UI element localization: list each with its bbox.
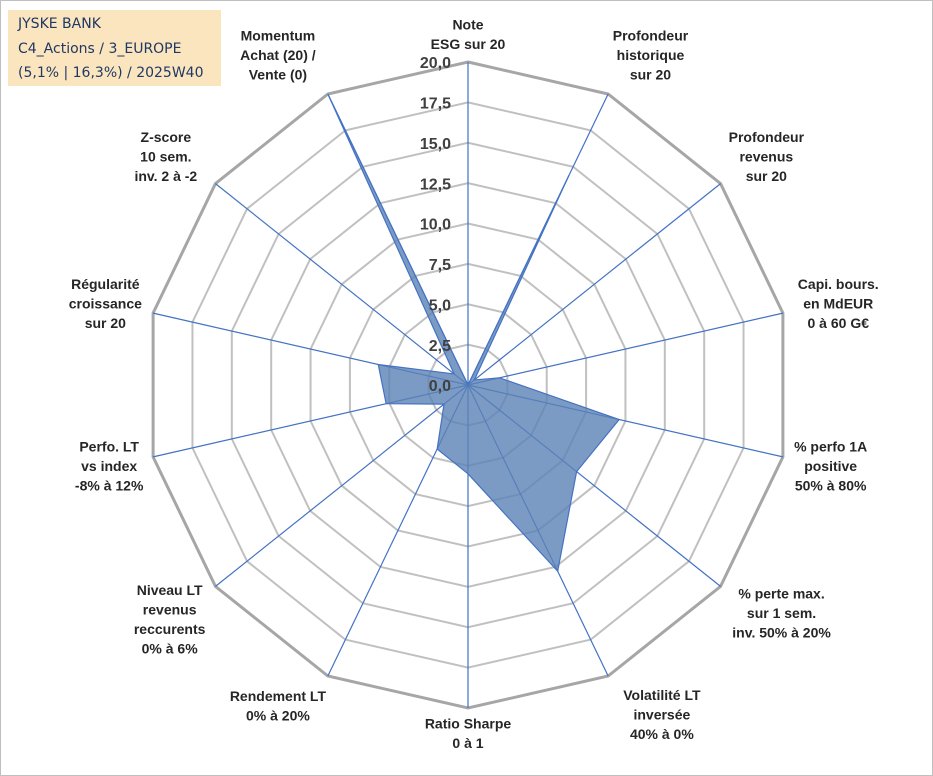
axis-label: Rendement LT 0% à 20% (230, 688, 327, 724)
axis-label-line: Profondeur (729, 129, 805, 145)
axis-labels: Note ESG sur 20 Profondeur historique sur 20… (69, 17, 879, 752)
axis-label: Niveau LT revenus reccurents 0% à 6% (134, 582, 206, 657)
axis-label-line: % perte max. (738, 586, 824, 602)
radial-tick-labels: 0,0 2,5 5,0 7,5 10,0 12,5 15,0 17,5 20,0 (420, 55, 451, 395)
axis-label-line: Régularité (71, 276, 140, 292)
axis-label-line: Achat (20) / (240, 47, 316, 63)
axis-label: % perte max. sur 1 sem. inv. 50% à 20% (732, 586, 831, 641)
tick-label: 12,5 (420, 176, 451, 193)
axis-label-line: 10 sem. (140, 148, 191, 164)
axis-label-line: inv. 50% à 20% (732, 625, 831, 641)
title-box: JYSKE BANK C4_Actions / 3_EUROPE (5,1% |… (8, 10, 221, 86)
axis-label-line: Vente (0) (249, 66, 307, 82)
axis-label: Volatilité LT inversée 40% à 0% (623, 687, 701, 742)
axis-label-line: Volatilité LT (623, 687, 701, 703)
axis-label-line: Ratio Sharpe (425, 716, 512, 732)
axis-label: Perfo. LT vs index -8% à 12% (75, 439, 144, 494)
axis-label-line: 0 à 1 (452, 735, 483, 751)
axis-label-line: 50% à 80% (795, 478, 867, 494)
axis-label-line: Niveau LT (137, 582, 203, 598)
axis-label-line: ESG sur 20 (431, 36, 506, 52)
axis-label-line: sur 20 (630, 66, 671, 82)
tick-label: 20,0 (420, 55, 451, 72)
axis-label-line: -8% à 12% (75, 478, 144, 494)
tick-label: 10,0 (420, 217, 451, 234)
axis-label-line: revenus (143, 601, 197, 617)
axis-label-line: Rendement LT (230, 688, 327, 704)
axis-label: Profondeur historique sur 20 (613, 27, 689, 82)
axis-label-line: sur 1 sem. (747, 605, 816, 621)
axis-label-line: 0% à 20% (246, 708, 310, 724)
axis-label-line: vs index (81, 458, 137, 474)
axis-label: Régularité croissance sur 20 (69, 276, 142, 331)
title-line-2: C4_Actions / 3_EUROPE (18, 41, 182, 57)
axis-label-line: Note (452, 17, 483, 33)
tick-label: 5,0 (429, 297, 451, 314)
axis-label-line: 0 à 60 G€ (808, 315, 870, 331)
axis-label-line: % perfo 1A (794, 439, 867, 455)
axis-label-line: Profondeur (613, 27, 689, 43)
axis-label-line: croissance (69, 295, 142, 311)
axis-label: Profondeur revenus sur 20 (729, 129, 805, 184)
axis-label-line: inversée (633, 707, 690, 723)
radar-spoke (215, 384, 469, 587)
axis-label-line: Z-score (141, 129, 192, 145)
axis-label-line: inv. 2 à -2 (134, 168, 197, 184)
axis-label: Ratio Sharpe 0 à 1 (425, 716, 512, 752)
tick-label: 0,0 (429, 378, 451, 395)
radar-series-area (327, 93, 621, 573)
axis-label: Note ESG sur 20 (431, 17, 506, 53)
tick-label: 7,5 (429, 257, 451, 274)
radar-series (327, 93, 621, 573)
axis-label-line: reccurents (134, 621, 206, 637)
axis-label: Capi. bours. en MdEUR 0 à 60 G€ (798, 276, 879, 331)
axis-label-line: revenus (739, 148, 793, 164)
axis-label-line: Momentum (241, 27, 316, 43)
axis-label-line: historique (617, 47, 685, 63)
radar-spoke (467, 312, 784, 386)
axis-label-line: 40% à 0% (630, 726, 694, 742)
axis-label-line: positive (804, 458, 857, 474)
radar-spoke (467, 183, 721, 386)
axis-label-line: Capi. bours. (798, 276, 879, 292)
tick-label: 17,5 (420, 96, 451, 113)
axis-label-line: 0% à 6% (142, 640, 199, 656)
axis-label: % perfo 1A positive 50% à 80% (794, 439, 867, 494)
tick-label: 2,5 (429, 338, 451, 355)
axis-label-line: sur 20 (746, 168, 787, 184)
axis-label-line: en MdEUR (803, 295, 873, 311)
tick-label: 15,0 (420, 136, 451, 153)
axis-label: Momentum Achat (20) / Vente (0) (240, 27, 316, 82)
axis-label-line: sur 20 (85, 315, 126, 331)
axis-label: Z-score 10 sem. inv. 2 à -2 (134, 129, 197, 184)
axis-label-line: Perfo. LT (79, 439, 139, 455)
title-line-3: (5,1% | 16,3%) / 2025W40 (18, 65, 204, 81)
radar-spoke (215, 183, 469, 386)
title-line-1: JYSKE BANK (18, 16, 101, 32)
